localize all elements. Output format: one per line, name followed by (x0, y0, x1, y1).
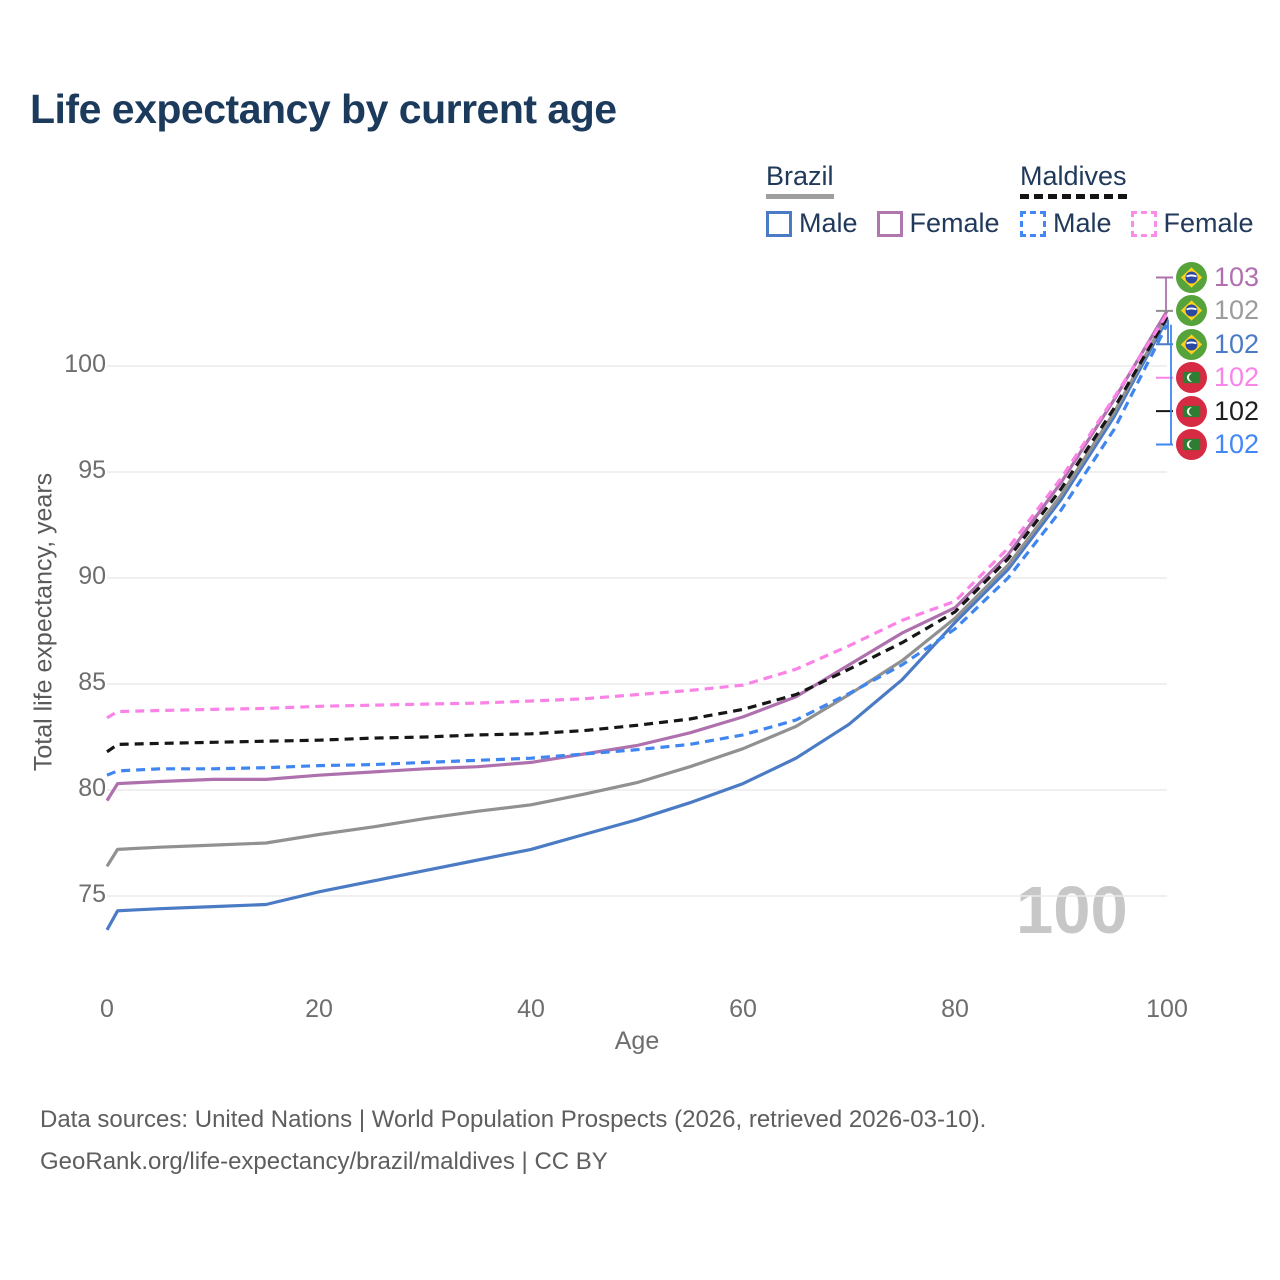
series-line-maldives-male[interactable] (106, 323, 1169, 777)
end-label-row-maldives-both-sexes: 102 (1176, 395, 1260, 427)
legend-label-brazil-female: Female (909, 208, 1000, 238)
series-line-brazil-male[interactable] (105, 318, 1169, 931)
end-label-row-brazil-female: 103 (1176, 262, 1259, 293)
end-label-value: 102 (1214, 429, 1260, 459)
legend-underline-maldives (1020, 194, 1127, 199)
x-tick-label-80: 80 (941, 995, 969, 1023)
end-label-row-brazil-both-sexes: 102 (1176, 295, 1259, 326)
series-line-maldives-both-sexes[interactable] (106, 316, 1169, 754)
x-tick-label-40: 40 (517, 995, 545, 1023)
legend-label-maldives-male: Male (1053, 208, 1112, 238)
y-tick-label-90: 90 (78, 562, 106, 590)
brazil-flag-icon (1176, 295, 1207, 326)
end-label-value: 102 (1214, 328, 1260, 359)
legend-swatch-brazil-female (876, 210, 903, 237)
legend-swatch-maldives-female (1130, 210, 1157, 237)
x-tick-label-60: 60 (729, 995, 757, 1023)
legend-country-brazil[interactable]: Brazil (766, 161, 834, 191)
page-title: Life expectancy by current age (30, 86, 617, 132)
legend-item-brazil-male[interactable]: Male (766, 208, 858, 239)
maldives-flag-icon (1176, 362, 1207, 393)
end-label-value: 102 (1214, 362, 1260, 393)
y-tick-label-80: 80 (78, 774, 106, 802)
series-line-brazil-female[interactable] (105, 310, 1169, 802)
legend-item-maldives-male[interactable]: Male (1020, 208, 1112, 239)
series-line-maldives-female[interactable] (106, 313, 1169, 720)
legend-country-maldives[interactable]: Maldives (1020, 161, 1127, 191)
brazil-flag-icon (1176, 262, 1207, 293)
legend-underline-brazil (766, 194, 834, 199)
end-label-row-maldives-female: 102 (1176, 362, 1259, 393)
legend-item-brazil-female[interactable]: Female (876, 208, 1000, 239)
footer-attribution-link: GeoRank.org/life-expectancy/brazil/maldi… (40, 1148, 608, 1175)
end-label-value: 102 (1214, 295, 1260, 326)
y-tick-label-75: 75 (78, 880, 106, 908)
maldives-flag-icon (1176, 396, 1207, 427)
legend-item-maldives-female[interactable]: Female (1130, 208, 1254, 239)
end-label-row-maldives-male: 102 (1176, 429, 1259, 460)
end-label-value: 103 (1214, 262, 1260, 292)
legend-swatch-brazil-male (766, 210, 792, 237)
current-age-watermark: 100 (1016, 873, 1128, 948)
x-axis-title: Age (614, 1027, 660, 1055)
y-tick-label-95: 95 (78, 456, 106, 484)
brazil-flag-icon (1176, 329, 1207, 360)
series-line-brazil-both-sexes[interactable] (105, 315, 1169, 868)
x-tick-label-0: 0 (100, 995, 114, 1023)
y-tick-label-100: 100 (64, 350, 106, 378)
end-label-value: 102 (1214, 395, 1260, 426)
x-tick-label-20: 20 (305, 995, 333, 1023)
legend-group-maldives: Maldives Male Female (1020, 162, 1254, 239)
legend-swatch-maldives-male (1020, 210, 1046, 237)
y-tick-label-85: 85 (78, 668, 106, 696)
legend-label-brazil-male: Male (799, 208, 858, 238)
maldives-flag-icon (1176, 429, 1207, 460)
end-label-row-brazil-male: 102 (1176, 328, 1260, 360)
x-tick-label-100: 100 (1146, 995, 1188, 1023)
footer-data-sources: Data sources: United Nations | World Pop… (40, 1106, 987, 1133)
legend-label-maldives-female: Female (1163, 208, 1254, 238)
legend-group-brazil: Brazil Male Female (766, 162, 1000, 239)
